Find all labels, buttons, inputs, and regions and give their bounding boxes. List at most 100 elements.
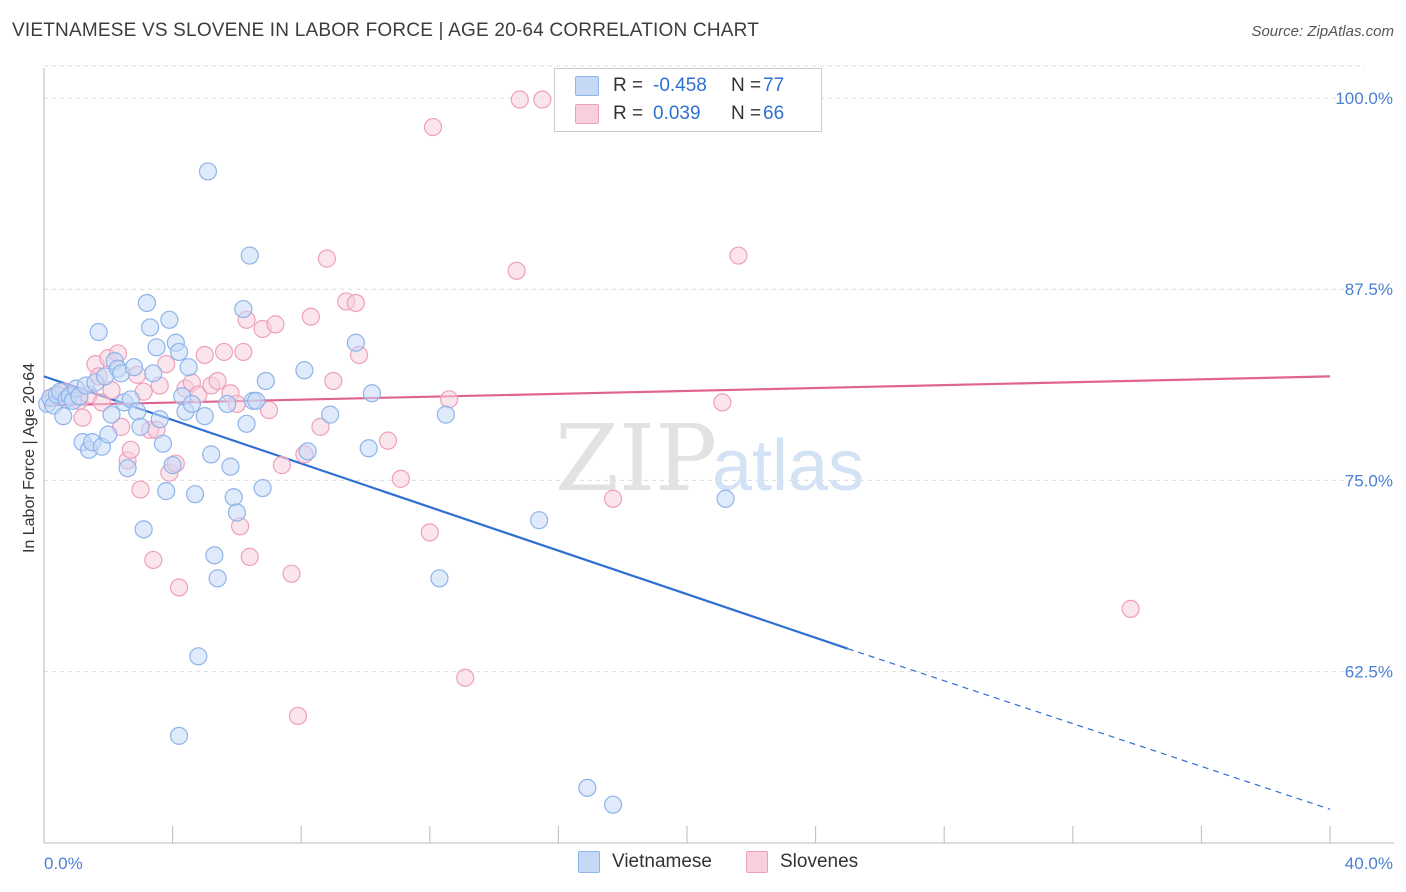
- gridlines: [44, 65, 1365, 673]
- point-vietnamese: [182, 394, 201, 414]
- point-slovenes: [282, 564, 301, 583]
- legend-n-label: N =: [731, 103, 762, 124]
- point-slovenes: [439, 390, 459, 409]
- point-slovenes: [301, 307, 320, 326]
- point-vietnamese: [169, 726, 189, 745]
- point-slovenes: [420, 523, 439, 542]
- point-slovenes: [317, 249, 337, 268]
- point-slovenes: [507, 261, 526, 280]
- legend-r-value: 0.039: [653, 103, 701, 124]
- point-slovenes: [259, 400, 279, 420]
- point-vietnamese: [321, 405, 340, 424]
- point-vietnamese: [578, 778, 597, 797]
- series-legend: Vietnamese Slovenes: [0, 851, 1406, 877]
- point-vietnamese: [603, 795, 623, 814]
- point-vietnamese: [160, 310, 179, 329]
- point-vietnamese: [202, 445, 221, 464]
- point-slovenes: [729, 246, 748, 265]
- y-tick-label: 100.0%: [1335, 89, 1393, 108]
- point-slovenes: [713, 393, 732, 412]
- point-vietnamese: [234, 299, 253, 319]
- point-slovenes: [169, 578, 189, 597]
- point-vietnamese: [118, 459, 137, 478]
- point-vietnamese: [134, 520, 153, 539]
- legend-n-value: 66: [763, 103, 785, 124]
- y-tick-label: 75.0%: [1345, 471, 1393, 490]
- point-vietnamese: [436, 405, 455, 424]
- stats-legend: R = -0.458 N = 77 R = 0.039 N = 66: [554, 68, 822, 132]
- point-vietnamese: [102, 405, 121, 424]
- chart-title: VIETNAMESE VS SLOVENE IN LABOR FORCE | A…: [12, 20, 760, 41]
- legend-r-label: R =: [613, 103, 644, 124]
- trend-line-vietnamese: [43, 375, 849, 650]
- point-vietnamese: [237, 414, 256, 433]
- legend-item-vietnamese: Vietnamese: [578, 851, 712, 873]
- legend-r-label: R =: [613, 75, 644, 96]
- point-vietnamese: [362, 384, 382, 403]
- point-vietnamese: [140, 318, 160, 337]
- point-vietnamese: [218, 394, 237, 414]
- point-slovenes: [266, 315, 285, 334]
- axes: [43, 68, 1394, 844]
- point-vietnamese: [186, 485, 205, 504]
- watermark: ZIP atlas: [555, 405, 864, 512]
- points-vietnamese: [38, 162, 735, 814]
- legend-item-slovenes: Slovenes: [746, 851, 858, 873]
- legend-swatch-vietnamese: [578, 851, 600, 873]
- x-tick-label: 40.0%: [1345, 854, 1393, 873]
- point-slovenes: [346, 293, 365, 313]
- point-vietnamese: [240, 246, 259, 265]
- point-vietnamese: [163, 456, 182, 475]
- point-vietnamese: [247, 391, 266, 410]
- point-vietnamese: [346, 333, 365, 352]
- x-tick-labels: 0.0% 40.0%: [44, 854, 1393, 873]
- point-vietnamese: [157, 482, 176, 501]
- point-vietnamese: [147, 338, 166, 357]
- point-slovenes: [121, 440, 140, 459]
- point-vietnamese: [359, 439, 378, 458]
- legend-label-vietnamese: Vietnamese: [612, 851, 712, 872]
- point-slovenes: [533, 90, 552, 109]
- point-slovenes: [456, 668, 475, 687]
- point-slovenes: [510, 90, 529, 109]
- legend-n-label: N =: [731, 75, 762, 96]
- point-vietnamese: [128, 402, 147, 421]
- point-vietnamese: [179, 358, 198, 377]
- point-vietnamese: [150, 410, 169, 429]
- point-vietnamese: [195, 407, 214, 426]
- point-vietnamese: [169, 342, 189, 362]
- point-slovenes: [131, 480, 150, 499]
- point-vietnamese: [716, 489, 735, 508]
- legend-swatch-slovenes: [746, 851, 768, 873]
- point-slovenes: [144, 550, 163, 570]
- legend-row-vietnamese: R = -0.458 N = 77: [575, 72, 784, 100]
- watermark-zip: ZIP: [555, 405, 717, 512]
- point-vietnamese: [227, 503, 246, 522]
- point-vietnamese: [205, 546, 224, 565]
- point-vietnamese: [54, 407, 73, 426]
- point-slovenes: [240, 547, 259, 566]
- watermark-atlas: atlas: [712, 426, 864, 506]
- point-vietnamese: [256, 371, 275, 391]
- x-tick-label: 0.0%: [44, 854, 83, 873]
- point-slovenes: [423, 117, 443, 137]
- point-slovenes: [195, 345, 214, 365]
- y-tick-label: 62.5%: [1345, 663, 1393, 682]
- point-slovenes: [208, 371, 227, 391]
- legend-swatch-vietnamese: [575, 76, 599, 96]
- point-vietnamese: [208, 569, 227, 588]
- point-vietnamese: [189, 647, 208, 666]
- legend-n-value: 77: [763, 75, 785, 96]
- chart-source: Source: ZipAtlas.com: [1251, 23, 1394, 40]
- y-tick-label: 87.5%: [1345, 280, 1393, 299]
- point-vietnamese: [153, 434, 173, 453]
- point-slovenes: [157, 355, 176, 374]
- point-vietnamese: [89, 322, 108, 342]
- point-slovenes: [391, 469, 410, 488]
- point-slovenes: [234, 342, 253, 362]
- point-slovenes: [378, 431, 398, 450]
- point-vietnamese: [430, 569, 449, 588]
- point-vietnamese: [144, 364, 163, 383]
- point-slovenes: [324, 371, 343, 391]
